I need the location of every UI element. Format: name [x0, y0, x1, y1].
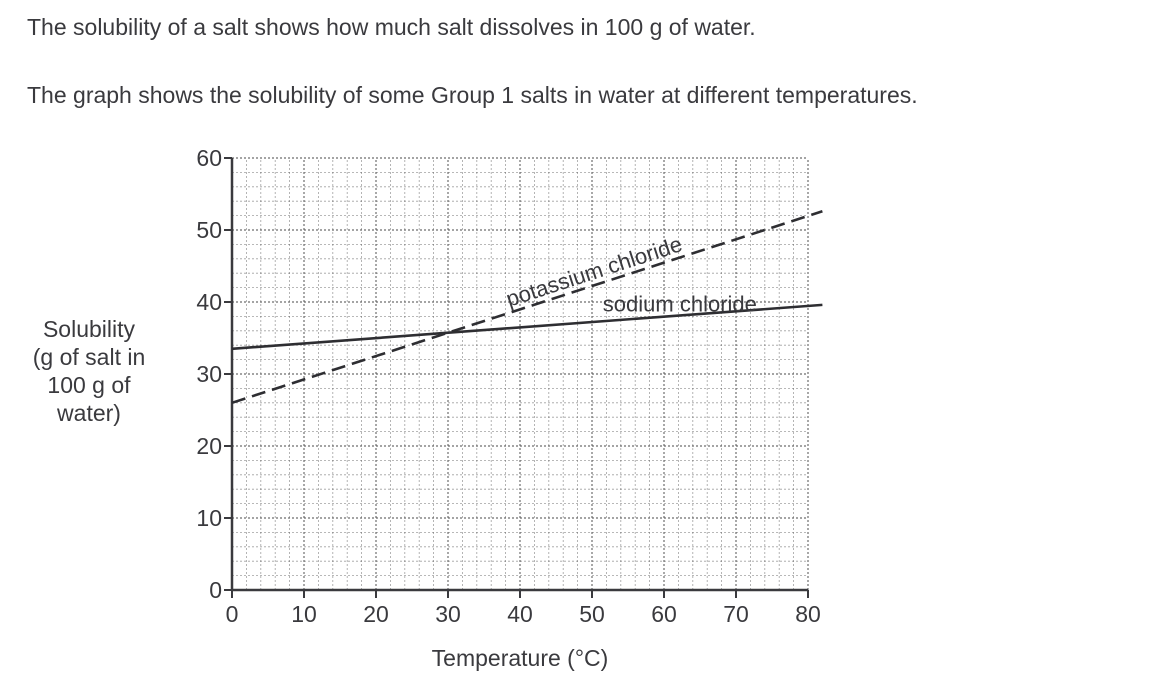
- series-label-sodium-chloride: sodium chloride: [603, 292, 757, 317]
- x-tick-label: 50: [579, 601, 605, 627]
- x-tick-label: 80: [795, 601, 821, 627]
- graph-description: The graph shows the solubility of some G…: [27, 82, 918, 108]
- y-axis-label-line: (g of salt in: [32, 344, 146, 370]
- y-axis-label-line: 100 g of: [47, 372, 131, 398]
- y-axis-label-line: Solubility: [42, 316, 136, 342]
- x-tick-label: 40: [507, 601, 533, 627]
- y-tick-label: 50: [196, 217, 222, 243]
- y-tick-label: 40: [196, 289, 222, 315]
- y-tick-label: 10: [196, 505, 222, 531]
- y-axis-label-line: water): [57, 400, 121, 426]
- grid: [232, 157, 809, 590]
- x-tick-label: 0: [226, 601, 239, 627]
- y-tick-label: 0: [209, 577, 222, 603]
- x-tick-label: 20: [363, 601, 389, 627]
- y-tick-label: 60: [196, 145, 222, 171]
- series-line-potassium-chloride: [231, 210, 823, 405]
- ticks: 0 10 20 30 40 50 60 70 80 0 10 20 30 40 50 60: [196, 145, 820, 627]
- y-tick-label: 20: [196, 433, 222, 459]
- x-tick-label: 60: [651, 601, 677, 627]
- intro-paragraph: The solubility of a salt shows how much …: [27, 14, 756, 40]
- x-tick-label: 10: [291, 601, 317, 627]
- series-line-sodium-chloride: [231, 303, 823, 351]
- x-tick-label: 70: [723, 601, 749, 627]
- y-axis-label: Solubility (g of salt in 100 g of water): [14, 315, 164, 427]
- y-tick-label: 30: [196, 361, 222, 387]
- x-axis-label: Temperature (°C): [432, 645, 609, 671]
- x-tick-label: 30: [435, 601, 461, 627]
